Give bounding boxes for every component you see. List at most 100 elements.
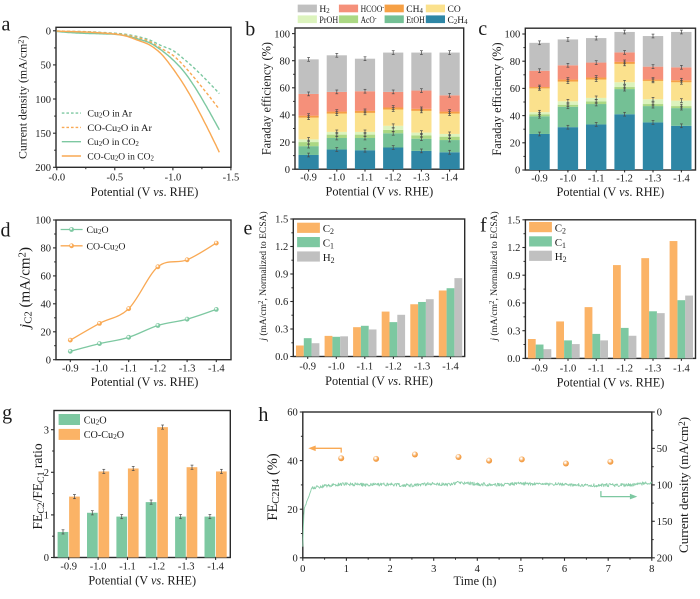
svg-text:AcO-: AcO- <box>361 15 378 26</box>
svg-text:c: c <box>478 18 487 40</box>
svg-text:-1.2: -1.2 <box>148 562 165 573</box>
svg-text:Cu2O: Cu2O <box>87 225 109 236</box>
svg-text:20: 20 <box>41 328 52 339</box>
svg-text:4: 4 <box>475 564 481 575</box>
svg-text:-1.0: -1.0 <box>328 173 345 184</box>
svg-text:-1.0: -1.0 <box>165 173 182 184</box>
svg-text:100: 100 <box>274 29 290 40</box>
svg-text:40: 40 <box>510 111 521 122</box>
svg-text:20: 20 <box>280 138 291 149</box>
svg-text:5: 5 <box>518 564 523 575</box>
svg-text:0: 0 <box>657 408 662 419</box>
svg-text:f: f <box>480 214 487 236</box>
svg-text:60: 60 <box>510 84 521 95</box>
svg-text:50: 50 <box>41 61 52 72</box>
svg-text:FEC2H4 (%): FEC2H4 (%) <box>265 453 282 520</box>
svg-text:-1.1: -1.1 <box>356 361 373 372</box>
svg-text:C2: C2 <box>555 222 566 235</box>
svg-text:60: 60 <box>287 408 298 419</box>
svg-text:Current density (mA/cm2): Current density (mA/cm2) <box>15 35 29 159</box>
svg-text:80: 80 <box>41 244 52 255</box>
svg-text:0: 0 <box>293 554 298 565</box>
svg-text:-1.2: -1.2 <box>385 361 402 372</box>
svg-text:150: 150 <box>35 129 51 140</box>
svg-text:2: 2 <box>44 468 49 479</box>
svg-text:0.9: 0.9 <box>507 271 520 282</box>
svg-text:0: 0 <box>285 165 290 176</box>
svg-text:-1.0: -1.0 <box>560 173 577 184</box>
svg-text:0.3: 0.3 <box>507 326 520 337</box>
svg-text:C2: C2 <box>323 223 334 236</box>
svg-text:100: 100 <box>505 30 521 41</box>
svg-text:-1.3: -1.3 <box>645 363 662 374</box>
svg-text:80: 80 <box>280 56 291 67</box>
svg-text:-1.1: -1.1 <box>588 173 605 184</box>
svg-text:-1.1: -1.1 <box>120 363 137 374</box>
svg-text:-1.3: -1.3 <box>645 173 662 184</box>
svg-text:Cu2O in Ar: Cu2O in Ar <box>87 109 132 120</box>
svg-text:-0.9: -0.9 <box>531 173 548 184</box>
svg-text:3: 3 <box>431 564 436 575</box>
svg-text:-1.2: -1.2 <box>616 173 633 184</box>
svg-text:Potential (V vs. RHE): Potential (V vs. RHE) <box>557 185 665 199</box>
svg-text:1: 1 <box>44 511 49 522</box>
svg-text:Potential (V vs. RHE): Potential (V vs. RHE) <box>88 574 196 588</box>
svg-text:H2: H2 <box>555 251 567 264</box>
svg-text:CO-Cu2O in Ar: CO-Cu 2O in Ar <box>87 123 152 134</box>
svg-text:PrOH: PrOH <box>319 16 338 26</box>
svg-text:100: 100 <box>35 216 51 227</box>
svg-text:6: 6 <box>562 564 567 575</box>
svg-text:60: 60 <box>41 272 52 283</box>
svg-text:8: 8 <box>649 564 654 575</box>
svg-text:-0.9: -0.9 <box>531 363 548 374</box>
svg-text:CO-Cu2O in CO2: CO-Cu2O in CO2 <box>87 152 154 163</box>
svg-text:-0.9: -0.9 <box>300 173 317 184</box>
svg-text:Faraday efficiency (%): Faraday efficiency (%) <box>260 42 274 155</box>
svg-text:100: 100 <box>657 481 673 492</box>
svg-text:C1: C1 <box>323 237 334 250</box>
svg-text:40: 40 <box>280 111 291 122</box>
svg-text:1.2: 1.2 <box>275 242 288 253</box>
svg-text:-1.1: -1.1 <box>357 173 374 184</box>
svg-text:-1.4: -1.4 <box>441 173 458 184</box>
svg-text:CO-Cu2O: CO-Cu2O <box>84 430 124 441</box>
svg-text:CO-Cu2O: CO-Cu2O <box>87 241 126 252</box>
svg-text:EtOH: EtOH <box>406 16 425 26</box>
svg-text:-1.0: -1.0 <box>328 361 345 372</box>
svg-text:0: 0 <box>46 355 51 366</box>
svg-text:20: 20 <box>510 139 521 150</box>
svg-text:0.9: 0.9 <box>275 270 288 281</box>
svg-text:-1.3: -1.3 <box>178 562 195 573</box>
svg-text:-1.0: -1.0 <box>560 363 577 374</box>
svg-text:20: 20 <box>287 505 298 516</box>
svg-text:-1.0: -1.0 <box>91 363 108 374</box>
svg-text:jC2 (mA/cm2): jC2 (mA/cm2) <box>16 247 34 330</box>
svg-text:-1.3: -1.3 <box>413 173 430 184</box>
svg-text:HCOO-: HCOO- <box>361 4 385 15</box>
svg-text:40: 40 <box>41 300 52 311</box>
svg-text:150: 150 <box>657 517 673 528</box>
svg-text:-0.5: -0.5 <box>106 173 123 184</box>
svg-text:Potential (V vs. RHE): Potential (V vs. RHE) <box>557 376 665 390</box>
svg-text:H2: H2 <box>319 5 330 15</box>
svg-text:H2: H2 <box>323 252 335 265</box>
svg-text:0.6: 0.6 <box>507 299 520 310</box>
svg-text:0: 0 <box>300 564 305 575</box>
svg-text:-0.9: -0.9 <box>60 562 77 573</box>
svg-text:a: a <box>2 14 11 36</box>
svg-text:-1.4: -1.4 <box>208 363 225 374</box>
svg-text:50: 50 <box>657 444 668 455</box>
svg-text:-1.4: -1.4 <box>673 173 690 184</box>
svg-text:100: 100 <box>35 95 51 106</box>
svg-text:60: 60 <box>280 84 291 95</box>
svg-text:0.6: 0.6 <box>275 297 288 308</box>
svg-text:-1.3: -1.3 <box>179 363 196 374</box>
svg-text:Current density (mA/cm2): Current density (mA/cm2) <box>676 417 691 553</box>
svg-text:-1.0: -1.0 <box>90 562 107 573</box>
svg-text:-1.2: -1.2 <box>150 363 167 374</box>
svg-text:Potential (V vs. RHE): Potential (V vs. RHE) <box>91 375 199 389</box>
svg-text:0.0: 0.0 <box>275 352 288 363</box>
svg-text:FEC2/FEC1 ratio: FEC2/FEC1 ratio <box>30 443 47 529</box>
svg-text:-1.2: -1.2 <box>385 173 402 184</box>
svg-text:200: 200 <box>35 163 51 174</box>
